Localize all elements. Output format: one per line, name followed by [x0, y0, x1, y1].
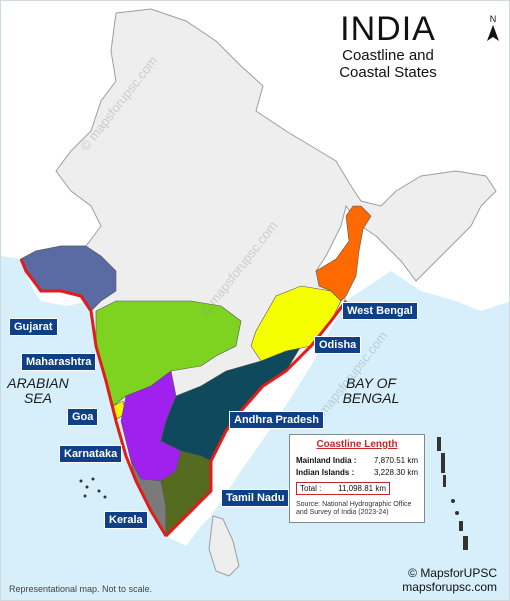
legend-row-islands: Indian Islands : 3,228.30 km	[296, 468, 418, 477]
map-title-block: INDIA Coastline and Coastal States	[313, 11, 463, 81]
legend-row-mainland: Mainland India : 7,870.51 km	[296, 456, 418, 465]
coastline-west	[19, 258, 168, 537]
label-kerala: Kerala	[104, 511, 148, 529]
state-west-bengal	[315, 205, 372, 302]
legend-heading: Coastline Length	[316, 439, 398, 450]
label-west-bengal: West Bengal	[342, 302, 418, 320]
label-karnataka: Karnataka	[59, 445, 123, 463]
lakshadweep-islands	[79, 477, 107, 499]
map-subtitle-2: Coastal States	[339, 64, 437, 81]
label-odisha: Odisha	[314, 336, 362, 354]
legend-row-total: Total : 11,098.81 km	[296, 482, 390, 495]
label-maharashtra: Maharashtra	[21, 353, 97, 371]
footer-note: Representational map. Not to scale.	[9, 584, 153, 594]
label-andhra-pradesh: Andhra Pradesh	[229, 411, 324, 429]
map-subtitle-1: Coastline and	[342, 47, 434, 64]
andaman-nicobar-islands	[437, 437, 468, 550]
label-tamil-nadu: Tamil Nadu	[221, 489, 290, 507]
north-arrow	[487, 25, 499, 41]
coastline-legend: Coastline Length Mainland India : 7,870.…	[289, 434, 425, 523]
brand-name: © MapsforUPSC	[408, 566, 497, 580]
brand-block: © MapsforUPSC mapsforupsc.com	[402, 566, 497, 594]
label-gujarat: Gujarat	[9, 318, 58, 336]
sri-lanka	[208, 515, 240, 577]
north-label: N	[489, 14, 497, 24]
brand-url: mapsforupsc.com	[402, 580, 497, 594]
label-goa: Goa	[67, 408, 99, 426]
map-title: INDIA	[340, 10, 436, 48]
legend-source: Source: National Hydrographic Office and…	[296, 501, 412, 516]
arabian-sea-label: ARABIAN SEA	[7, 375, 69, 406]
bay-of-bengal-label: BAY OF BENGAL	[342, 375, 400, 406]
